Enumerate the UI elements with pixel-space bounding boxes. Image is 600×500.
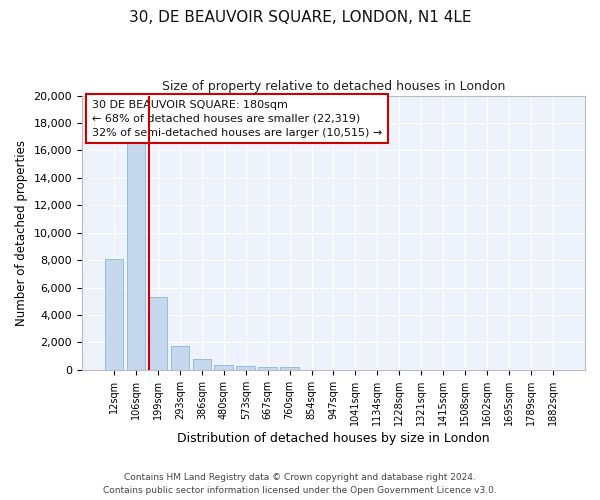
Bar	[105, 259, 124, 370]
Text: Contains HM Land Registry data © Crown copyright and database right 2024.
Contai: Contains HM Land Registry data © Crown c…	[103, 474, 497, 495]
Bar	[214, 366, 233, 370]
Bar	[236, 366, 255, 370]
Y-axis label: Number of detached properties: Number of detached properties	[15, 140, 28, 326]
Bar	[280, 366, 299, 370]
Bar	[170, 346, 189, 370]
Bar	[149, 297, 167, 370]
Title: Size of property relative to detached houses in London: Size of property relative to detached ho…	[162, 80, 505, 93]
Bar	[259, 366, 277, 370]
Bar	[127, 142, 145, 370]
Bar	[193, 359, 211, 370]
Text: 30, DE BEAUVOIR SQUARE, LONDON, N1 4LE: 30, DE BEAUVOIR SQUARE, LONDON, N1 4LE	[129, 10, 471, 25]
Text: 30 DE BEAUVOIR SQUARE: 180sqm
← 68% of detached houses are smaller (22,319)
32% : 30 DE BEAUVOIR SQUARE: 180sqm ← 68% of d…	[92, 100, 382, 138]
X-axis label: Distribution of detached houses by size in London: Distribution of detached houses by size …	[177, 432, 490, 445]
